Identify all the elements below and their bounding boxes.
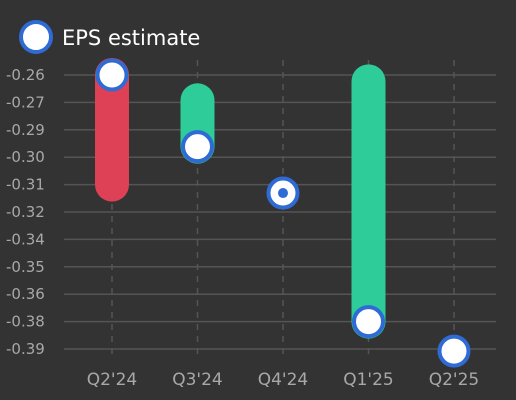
y-tick-label: -0.31 — [6, 176, 45, 194]
y-tick-label: -0.38 — [6, 313, 45, 331]
y-tick-label: -0.34 — [6, 230, 45, 248]
y-tick-label: -0.30 — [6, 148, 45, 166]
y-tick-label: -0.35 — [6, 258, 45, 276]
x-tick-label: Q2'25 — [429, 370, 480, 390]
x-tick-label: Q1'25 — [343, 370, 394, 390]
legend-label: EPS estimate — [62, 26, 200, 50]
estimate-marker — [352, 305, 385, 339]
estimate-marker — [95, 58, 129, 92]
legend-marker-icon — [19, 20, 53, 54]
y-tick-label: -0.27 — [6, 93, 45, 111]
estimate-markers — [95, 58, 471, 368]
range-bars — [95, 58, 386, 339]
range-bar — [351, 64, 386, 339]
y-tick-label: -0.39 — [6, 340, 45, 358]
y-tick-label: -0.36 — [6, 285, 45, 303]
y-tick-label: -0.26 — [6, 66, 45, 84]
estimate-marker — [181, 130, 214, 164]
y-tick-label: -0.29 — [6, 121, 45, 139]
x-tick-label: Q4'24 — [258, 370, 309, 390]
x-tick-label: Q2'24 — [87, 370, 138, 390]
legend: EPS estimate — [19, 20, 200, 54]
x-tick-label: Q3'24 — [172, 370, 223, 390]
actual-dot — [278, 188, 288, 199]
estimate-marker — [437, 334, 471, 368]
y-tick-label: -0.32 — [6, 203, 45, 221]
x-axis-labels: Q2'24 Q3'24 Q4'24 Q1'25 Q2'25 — [87, 370, 480, 390]
y-axis-labels: -0.26 -0.27 -0.29 -0.30 -0.31 -0.32 -0.34 -0.35… — [6, 66, 45, 358]
range-bar — [95, 58, 129, 202]
